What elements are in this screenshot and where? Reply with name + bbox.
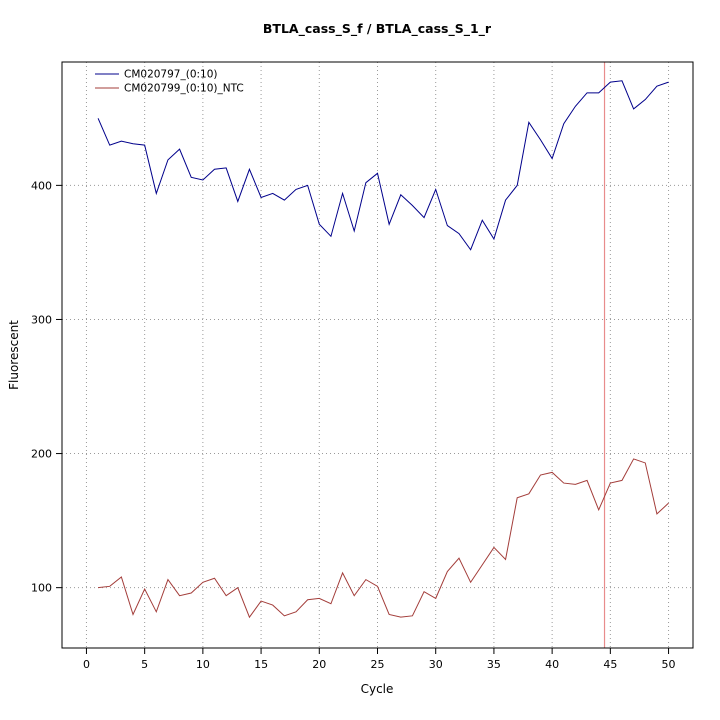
x-tick-label: 20 [312,658,326,671]
y-tick-label: 400 [31,179,52,192]
x-tick-label: 40 [545,658,559,671]
x-tick-label: 50 [662,658,676,671]
chart-title: BTLA_cass_S_f / BTLA_cass_S_1_r [263,21,492,37]
y-tick-label: 300 [31,313,52,326]
y-tick-label: 200 [31,448,52,461]
x-tick-label: 35 [487,658,501,671]
x-tick-label: 45 [603,658,617,671]
x-tick-label: 10 [196,658,210,671]
y-axis-label: Fluorescent [7,320,21,390]
plot-area: 0 5 10 15 20 25 30 35 40 45 50 100 200 300 400 [31,61,694,671]
series-line-1 [98,458,669,619]
x-tick-label: 15 [254,658,268,671]
x-axis-label: Cycle [361,682,394,696]
legend-label-0: CM020797_(0:10) [124,69,218,81]
y-tick-label: 100 [31,582,52,595]
x-tick-label: 30 [429,658,443,671]
plot-border [61,61,694,649]
series-line-0 [97,80,669,251]
x-tick-label: 25 [371,658,385,671]
legend: CM020797_(0:10) CM020799_(0:10)_NTC [95,69,244,95]
legend-label-1: CM020799_(0:10)_NTC [124,83,244,95]
x-tick-label: 0 [83,658,90,671]
x-tick-label: 5 [141,658,148,671]
